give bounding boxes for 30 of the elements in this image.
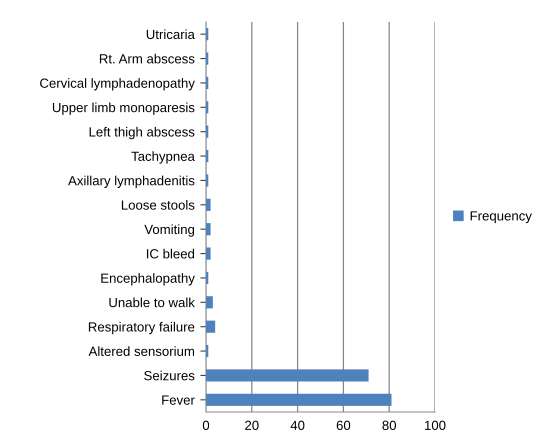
y-tick-label: Fever [162, 396, 195, 405]
y-tick-label: Utricaria [146, 29, 195, 40]
y-tick-label: Seizures [144, 370, 194, 380]
bar [206, 296, 213, 308]
y-tick-label: Tachypnea [131, 151, 195, 164]
y-tick-label: Left thigh abscess [90, 126, 194, 140]
x-tick-label: 40 [290, 420, 304, 430]
y-tick-label: Upper limb monoparesis [52, 102, 194, 115]
bar [206, 223, 211, 236]
x-tick-label: 60 [336, 420, 350, 430]
bar [206, 320, 216, 333]
x-tick-label: 20 [245, 420, 259, 430]
y-tick-label: Encephalopathy [101, 273, 195, 286]
y-tick-label: Respiratory failure [88, 322, 194, 334]
y-tick-label: Loose stools [122, 200, 194, 210]
y-tick-label: Cervical lymphadenopathy [40, 78, 195, 90]
y-tick-label: Rt. Arm abscess [100, 54, 194, 64]
y-tick-label: Altered sensorium [88, 346, 194, 356]
bar [206, 369, 369, 382]
y-tick-label: Axillary lymphadenitis [68, 176, 194, 188]
legend-label: Frequency [470, 211, 532, 224]
x-tick-label: 0 [202, 420, 210, 430]
x-tick-label: 80 [382, 420, 396, 430]
bar [206, 247, 211, 260]
x-tick-label: 100 [425, 420, 446, 430]
bar [206, 394, 392, 406]
y-tick-label: IC bleed [146, 248, 194, 258]
y-tick-label: Unable to walk [109, 298, 195, 308]
y-tick-label: Vomiting [144, 224, 194, 237]
bar [206, 198, 211, 211]
